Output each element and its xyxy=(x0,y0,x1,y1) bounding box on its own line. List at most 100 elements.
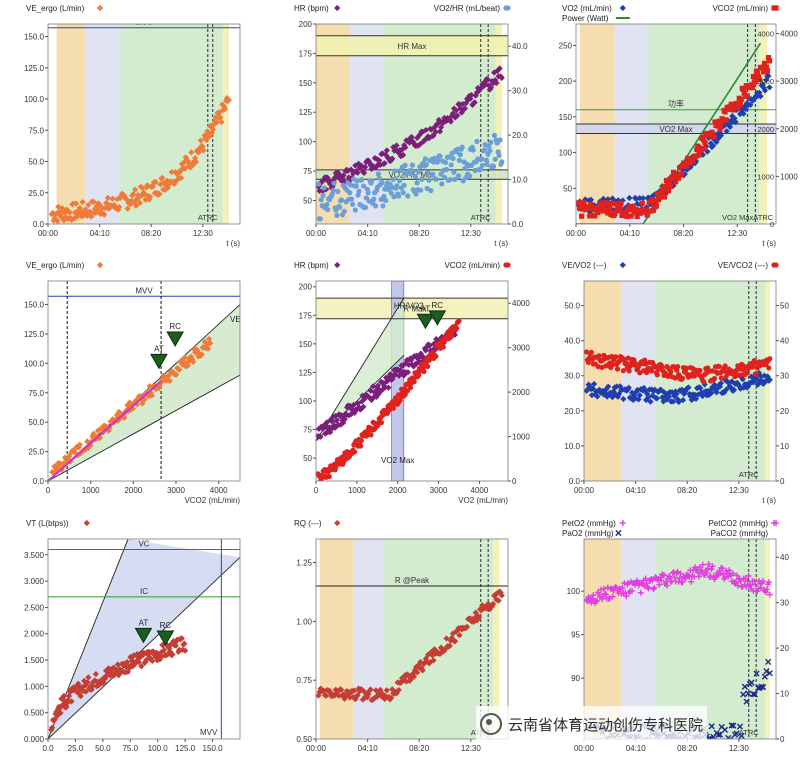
data-point xyxy=(753,371,759,377)
data-point xyxy=(479,162,486,168)
y2-tick-label: 40 xyxy=(780,337,789,346)
plot-area: VE/VCO2 MVV xyxy=(48,281,240,481)
x-tick-label: 3000 xyxy=(167,486,185,495)
data-point xyxy=(589,385,597,392)
data-point xyxy=(595,209,601,216)
data-point xyxy=(712,738,718,739)
data-point xyxy=(425,170,431,176)
band-label: HR Max xyxy=(398,42,427,51)
data-point xyxy=(341,416,348,423)
y-tick-label: 1.25 xyxy=(296,559,312,568)
data-point xyxy=(726,736,734,739)
data-point xyxy=(321,185,327,191)
y-tick-label: 50 xyxy=(303,196,312,205)
data-point xyxy=(448,634,456,641)
data-point xyxy=(739,376,746,383)
data-point xyxy=(755,585,762,592)
y-tick-label: 0.0 xyxy=(33,220,45,229)
data-point xyxy=(416,169,422,175)
marker-label: MVV xyxy=(200,728,218,737)
data-point xyxy=(449,150,455,156)
data-point xyxy=(399,151,407,159)
data-point xyxy=(195,149,202,156)
data-point xyxy=(459,144,465,150)
data-point xyxy=(443,159,449,166)
data-point xyxy=(156,384,163,392)
data-point xyxy=(716,363,722,370)
data-point xyxy=(396,193,402,199)
data-point xyxy=(753,670,760,677)
x-tick-label: 0 xyxy=(46,486,51,495)
data-point xyxy=(365,190,371,196)
chart-panel-p4: VE/VCO2 MVV AT RC 0.0 25.0 50.0 75.0 100.0 125.0 1… xyxy=(24,261,241,505)
data-point xyxy=(705,391,713,398)
y2-tick-label: 0 xyxy=(512,477,517,486)
threshold-label: IC xyxy=(140,587,148,596)
data-point xyxy=(448,162,454,168)
data-point xyxy=(760,84,767,91)
data-point xyxy=(346,694,354,701)
data-point xyxy=(598,586,605,593)
data-point xyxy=(358,398,365,405)
y-tick-label: 150.0 xyxy=(24,33,45,42)
data-point xyxy=(85,674,92,681)
data-point xyxy=(360,403,367,410)
data-point xyxy=(765,658,772,665)
data-point xyxy=(408,134,415,141)
data-point xyxy=(152,178,159,186)
data-point xyxy=(744,93,750,99)
y-tick-label: 200 xyxy=(299,20,313,29)
data-point xyxy=(91,677,99,684)
data-point xyxy=(443,117,450,125)
data-point xyxy=(149,657,156,665)
threshold-marker xyxy=(134,627,153,644)
data-point xyxy=(717,380,725,387)
data-point xyxy=(472,609,479,616)
x-axis-title: VCO2 (mL/min) xyxy=(184,496,240,505)
x-tick-label: 12:30 xyxy=(461,744,482,753)
data-point xyxy=(629,587,636,594)
data-point xyxy=(656,195,663,201)
data-point xyxy=(316,181,322,187)
data-point xyxy=(109,195,116,202)
data-point xyxy=(676,175,682,181)
x-tick-label: 12:30 xyxy=(461,229,482,238)
data-point xyxy=(688,578,695,585)
data-point xyxy=(588,349,594,355)
data-point xyxy=(213,119,220,126)
threshold-marker xyxy=(150,353,168,370)
data-point xyxy=(437,153,443,159)
data-point xyxy=(765,72,772,80)
data-point xyxy=(419,176,425,182)
y-tick-label: 150 xyxy=(559,113,573,122)
series-2 xyxy=(316,318,462,481)
data-point xyxy=(116,203,123,211)
data-point xyxy=(368,432,374,438)
data-point xyxy=(156,656,163,663)
data-point xyxy=(675,364,681,370)
legend-swatch xyxy=(505,5,511,11)
y-tick-label: 0.0 xyxy=(569,477,581,486)
data-point xyxy=(745,690,752,697)
data-point xyxy=(671,364,677,370)
data-point xyxy=(728,722,735,729)
data-point xyxy=(63,703,70,711)
data-point xyxy=(393,142,400,149)
data-point xyxy=(671,574,678,581)
at-rc-label: ATRC xyxy=(739,728,759,737)
y-tick-label: 10.0 xyxy=(564,442,580,451)
data-point xyxy=(318,178,325,185)
y2-tick-label: 30 xyxy=(780,372,789,381)
y2-tick-label: 20 xyxy=(780,644,789,653)
data-point xyxy=(159,174,166,181)
data-point xyxy=(734,582,741,589)
data-point xyxy=(447,176,453,183)
y-tick-label: 100 xyxy=(299,397,313,406)
data-point xyxy=(576,200,582,206)
data-point xyxy=(602,591,609,598)
data-point xyxy=(438,171,444,177)
data-point xyxy=(715,123,721,129)
threshold-marker xyxy=(166,331,185,348)
data-point xyxy=(181,640,188,647)
data-point xyxy=(416,132,423,139)
